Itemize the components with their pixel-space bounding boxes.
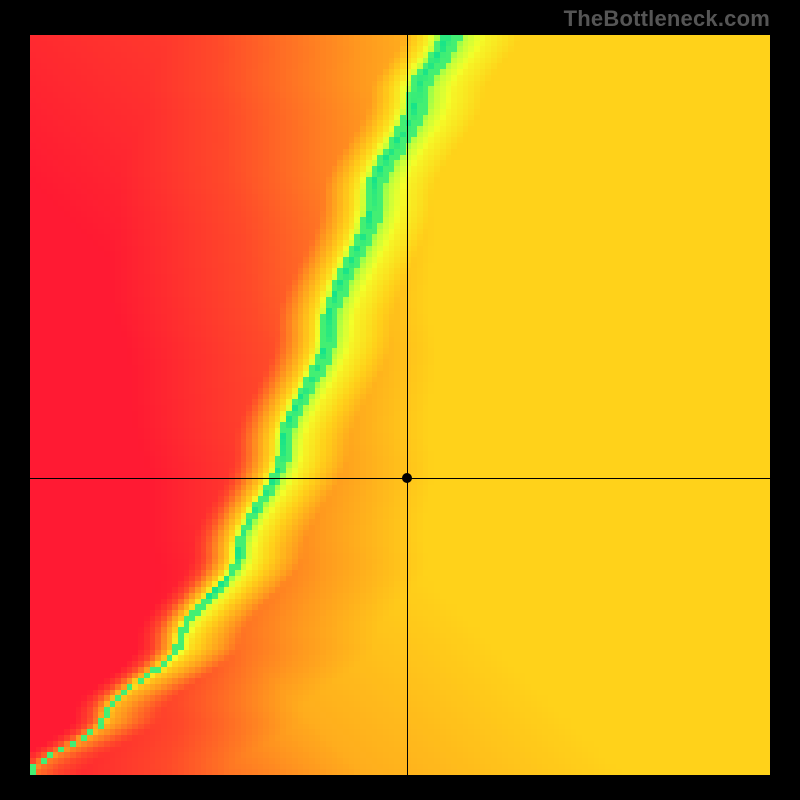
watermark-text: TheBottleneck.com bbox=[564, 6, 770, 32]
crosshair-dot bbox=[402, 473, 412, 483]
crosshair-horizontal bbox=[30, 478, 770, 479]
crosshair-vertical bbox=[407, 35, 408, 775]
chart-frame: TheBottleneck.com bbox=[0, 0, 800, 800]
heatmap-canvas bbox=[30, 35, 770, 775]
plot-area bbox=[30, 35, 770, 775]
